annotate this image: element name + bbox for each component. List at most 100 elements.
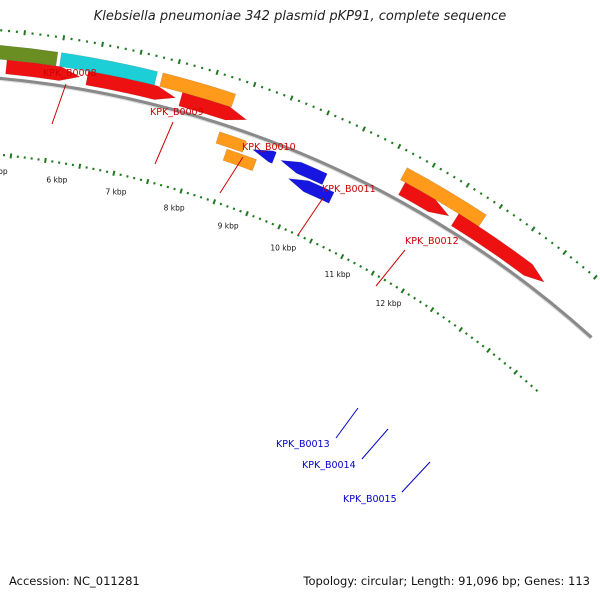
gene-features bbox=[0, 44, 545, 283]
tick-mark bbox=[166, 185, 170, 189]
tick-mark bbox=[370, 270, 375, 276]
tick-mark bbox=[465, 182, 470, 188]
tick-mark bbox=[238, 78, 242, 81]
gene-label: KPK_B0011 bbox=[322, 184, 376, 195]
tick-mark bbox=[23, 30, 26, 36]
tick-mark bbox=[397, 143, 402, 150]
tick-mark bbox=[265, 220, 268, 223]
tick-mark bbox=[376, 134, 380, 138]
tick-mark bbox=[479, 192, 483, 196]
gene-leader-line bbox=[335, 407, 359, 439]
tick-mark bbox=[239, 209, 242, 213]
tick-mark bbox=[473, 187, 476, 191]
gene-red-arrow bbox=[398, 182, 450, 217]
gene-label: KPK_B0012 bbox=[405, 236, 459, 247]
tick-mark bbox=[177, 58, 181, 65]
tick-mark bbox=[442, 315, 446, 319]
backbone bbox=[0, 76, 593, 340]
backbone-highlight bbox=[0, 80, 591, 340]
gene-label: KPK_B0014 bbox=[302, 460, 356, 471]
tick-mark bbox=[530, 226, 536, 232]
tick-mark bbox=[519, 375, 523, 379]
tick-mark bbox=[173, 187, 176, 191]
tick-mark bbox=[512, 213, 516, 217]
tick-mark bbox=[458, 326, 463, 333]
tick-mark bbox=[245, 211, 249, 217]
gene-label: KPK_B0009 bbox=[150, 107, 204, 118]
tick-mark bbox=[424, 304, 428, 308]
tick-mark bbox=[126, 175, 129, 178]
gene-leader-line bbox=[297, 197, 324, 236]
tick-mark bbox=[112, 170, 116, 176]
scale-label: 11 kbp bbox=[325, 270, 351, 279]
tick-mark bbox=[447, 319, 451, 323]
tick-mark bbox=[411, 152, 415, 156]
tick-mark bbox=[377, 275, 381, 279]
gene-label: KPK_B0015 bbox=[343, 494, 397, 505]
tick-mark bbox=[369, 130, 373, 134]
tick-mark bbox=[319, 108, 323, 112]
tick-mark bbox=[78, 163, 82, 169]
gene-kpk-b0013-block bbox=[215, 131, 247, 153]
gene-kpk-b0013-block bbox=[222, 148, 257, 172]
tick-mark bbox=[538, 232, 542, 236]
gene-leader-line bbox=[51, 83, 67, 125]
scale-label: 8 kbp bbox=[164, 203, 185, 212]
tick-mark bbox=[365, 268, 369, 272]
tick-mark bbox=[289, 95, 294, 101]
tick-mark bbox=[418, 156, 422, 160]
tick-mark bbox=[395, 285, 399, 289]
gene-label: KPK_B0013 bbox=[276, 439, 330, 450]
tick-mark bbox=[431, 162, 436, 168]
gene-label: KPK_B0008 bbox=[43, 68, 97, 79]
tick-mark bbox=[146, 178, 150, 185]
tick-mark bbox=[199, 195, 203, 199]
tick-mark bbox=[230, 75, 234, 79]
tick-mark bbox=[139, 178, 143, 182]
gene-kpk-b0015-arrow bbox=[287, 178, 335, 204]
tick-mark bbox=[498, 203, 504, 210]
gene-kpk-b0014-arrow bbox=[251, 149, 277, 164]
tick-mark bbox=[513, 369, 519, 375]
tick-mark bbox=[139, 49, 143, 55]
tick-mark bbox=[530, 384, 533, 388]
tick-mark bbox=[550, 241, 554, 245]
tick-mark bbox=[389, 282, 393, 286]
gene-leader-line bbox=[361, 428, 389, 460]
scale-label: 7 kbp bbox=[105, 187, 126, 196]
tick-mark bbox=[212, 199, 217, 205]
tick-mark bbox=[185, 62, 189, 65]
tick-mark bbox=[505, 209, 509, 213]
tick-mark bbox=[383, 278, 387, 282]
gene-red-arrow bbox=[178, 92, 248, 121]
tick-mark bbox=[170, 58, 173, 61]
tick-mark bbox=[535, 388, 539, 392]
tick-mark bbox=[503, 361, 507, 365]
tick-mark bbox=[179, 188, 183, 194]
accession-text: Accession: NC_011281 bbox=[9, 574, 140, 588]
tick-mark bbox=[153, 181, 156, 185]
tick-mark bbox=[476, 340, 479, 344]
gene-leader-line bbox=[375, 249, 406, 287]
gene-red-arrow bbox=[5, 59, 81, 81]
tick-mark bbox=[346, 258, 350, 262]
tick-mark bbox=[425, 159, 429, 163]
tick-mark bbox=[206, 198, 209, 201]
tick-mark bbox=[282, 93, 286, 97]
tick-mark bbox=[439, 167, 443, 171]
tick-mark bbox=[219, 202, 223, 206]
gene-leader-line bbox=[401, 461, 431, 493]
tick-mark bbox=[186, 191, 190, 195]
tick-mark bbox=[492, 200, 496, 204]
tick-mark bbox=[304, 102, 308, 106]
tick-mark bbox=[569, 255, 573, 259]
tick-mark bbox=[362, 126, 366, 132]
tick-mark bbox=[223, 73, 227, 77]
tick-mark bbox=[290, 230, 294, 234]
tick-mark bbox=[486, 347, 491, 353]
scale-label: 9 kbp bbox=[218, 222, 239, 231]
tick-mark bbox=[453, 323, 457, 327]
tick-mark bbox=[284, 228, 287, 231]
tick-mark bbox=[470, 336, 474, 340]
scale-label: 5 kbp bbox=[0, 167, 8, 176]
